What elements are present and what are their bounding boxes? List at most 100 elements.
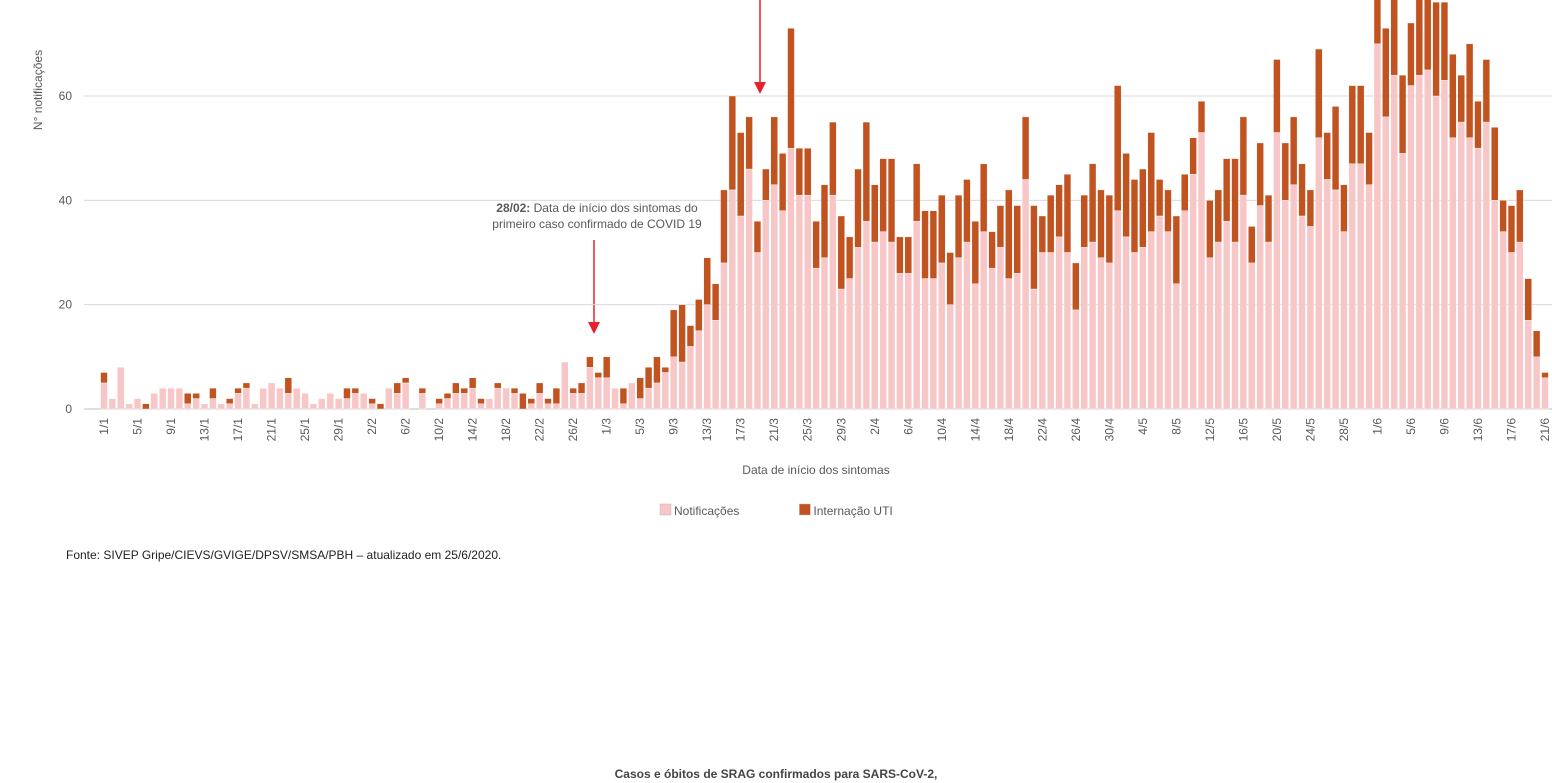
bar-segment <box>443 398 452 410</box>
bar-segment <box>1340 231 1348 410</box>
bar-segment <box>192 393 200 399</box>
bar-segment <box>100 372 108 384</box>
bar-segment <box>980 231 988 410</box>
bar-segment <box>1407 85 1415 410</box>
x-tick-label: 26/2 <box>566 418 580 442</box>
bar-segment <box>1013 205 1021 274</box>
bar-segment <box>753 220 762 253</box>
bar-segment <box>871 184 879 243</box>
bar-segment <box>745 168 753 410</box>
bar-segment <box>829 121 837 196</box>
bar-segment <box>544 398 552 404</box>
x-tick-label: 18/4 <box>1002 418 1016 442</box>
bar-segment <box>1172 215 1181 284</box>
bar-segment <box>1390 0 1398 76</box>
bar-segment <box>1055 184 1063 238</box>
bar-segment <box>435 398 443 404</box>
bar-segment <box>1298 163 1306 217</box>
x-tick-label: 22/2 <box>533 418 547 442</box>
bar-segment <box>1181 210 1189 410</box>
bar-segment <box>318 398 326 410</box>
x-tick-label: 28/5 <box>1337 418 1351 442</box>
bar-segment <box>636 398 644 410</box>
bar-segment <box>812 220 820 269</box>
bar-segment <box>1491 127 1499 201</box>
bar-segment <box>971 283 979 410</box>
bar-segment <box>100 382 108 410</box>
bar-segment <box>1114 210 1122 410</box>
bar-segment <box>234 393 242 410</box>
x-tick-label: 21/1 <box>265 418 279 442</box>
bar-segment <box>1507 252 1516 410</box>
bar-segment <box>368 403 376 410</box>
bar-segment <box>1097 257 1105 410</box>
bar-segment <box>1440 1 1449 81</box>
bar-segment <box>536 393 544 410</box>
bar-segment <box>301 393 309 410</box>
bar-segment <box>603 356 611 378</box>
bar-segment <box>1290 116 1298 185</box>
bar-segment <box>1323 132 1331 180</box>
bar-segment <box>1231 158 1239 243</box>
bar-segment <box>795 194 804 410</box>
bar-segment <box>971 220 979 284</box>
bar-segment <box>226 403 234 410</box>
bar-segment <box>795 147 804 196</box>
bar-segment <box>686 325 695 347</box>
bar-segment <box>1524 278 1532 321</box>
bar-segment <box>1390 74 1398 410</box>
x-tick-label: 17/6 <box>1504 418 1518 442</box>
bar-segment <box>1365 184 1373 410</box>
bar-segment <box>527 398 535 404</box>
bar-segment <box>544 403 552 410</box>
bar-segment <box>938 194 946 264</box>
x-axis-label: Data de início dos sintomas <box>742 463 889 477</box>
bar-segment <box>1474 147 1482 410</box>
bar-segment <box>1021 116 1030 180</box>
x-tick-label: 22/4 <box>1035 418 1049 442</box>
bar-segment <box>946 304 954 410</box>
bar-segment <box>1189 137 1197 175</box>
bar-segment <box>770 116 778 185</box>
x-tick-label: 10/2 <box>432 418 446 442</box>
bar-segment <box>1264 194 1273 243</box>
bar-segment <box>728 95 736 191</box>
x-tick-label: 21/3 <box>767 418 781 442</box>
bar-segment <box>1382 27 1390 118</box>
bar-segment <box>150 393 158 410</box>
bar-segment <box>1357 163 1365 410</box>
bar-segment <box>184 393 192 404</box>
bar-segment <box>1315 48 1323 138</box>
bar-segment <box>502 387 510 410</box>
bar-segment <box>293 387 301 410</box>
x-tick-label: 25/1 <box>298 418 312 442</box>
bar-segment <box>1323 179 1331 410</box>
bar-segment <box>1449 54 1457 138</box>
legend: Notificações Internação UTI <box>659 503 893 518</box>
bar-segment <box>1507 205 1516 253</box>
legend-swatch <box>799 503 811 516</box>
bar-segment <box>703 304 711 410</box>
y-axis-label: N° notificações <box>31 50 45 130</box>
bar-segment <box>1248 262 1256 410</box>
bar-segment <box>670 356 678 410</box>
bar-segment <box>1541 372 1549 378</box>
arrow-head <box>588 322 600 334</box>
bar-segment <box>762 200 770 410</box>
bar-segment <box>1206 200 1214 258</box>
x-tick-label: 2/2 <box>365 418 379 435</box>
bar-segment <box>921 278 929 410</box>
bar-segment <box>854 247 862 410</box>
bar-segment <box>242 387 251 410</box>
bar-segment <box>1181 174 1189 211</box>
bar-segment <box>653 356 661 384</box>
bar-segment <box>519 393 527 410</box>
bar-segment <box>1088 163 1097 243</box>
bar-segment <box>1457 121 1465 410</box>
bar-segment <box>242 382 251 389</box>
bar-segment <box>963 241 971 410</box>
bar-segment <box>1206 257 1214 410</box>
bar-segment <box>334 398 343 410</box>
bar-segment <box>996 247 1005 410</box>
bar-segment <box>728 189 736 410</box>
